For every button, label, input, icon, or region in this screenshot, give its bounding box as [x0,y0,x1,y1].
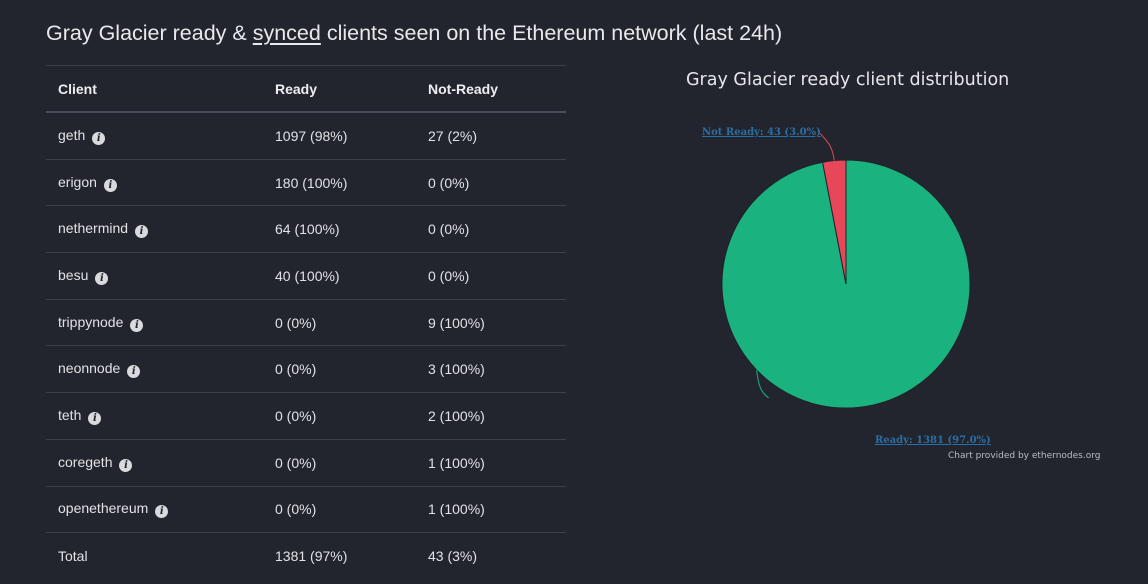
info-icon[interactable]: i [155,505,169,519]
not-ready-cell: 2 (100%) [416,392,566,440]
client-name: coregeth [58,453,113,470]
client-cell: Total [46,533,263,579]
synced-link[interactable]: synced [252,21,321,45]
client-name: neonnode [58,360,121,377]
client-cell: neonnode i [46,345,263,394]
client-cell: trippynode i [46,299,263,347]
pie-chart: Not Ready: 43 (3.0%) Ready: 1381 (97.0%) [702,127,991,446]
client-cell: coregeth i [46,439,263,487]
client-name: nethermind [58,220,129,237]
ready-cell: 0 (0%) [263,439,416,487]
client-name: Total [58,548,88,565]
page-title: Gray Glacier ready & synced clients seen… [46,18,782,48]
client-cell: geth i [46,112,263,160]
not-ready-cell: 27 (2%) [416,112,566,160]
client-cell: openethereum i [46,486,263,534]
ready-cell: 1381 (97%) [275,548,348,565]
ready-cell: 1097 (98%) [263,112,416,160]
info-icon[interactable]: i [92,131,106,145]
info-icon[interactable]: i [88,411,102,425]
client-cell: teth i [46,392,263,440]
table-header-row: Client Ready Not-Ready [46,65,566,113]
table-row: coregeth i 0 (0%) 1 (100%) [46,439,566,487]
label-ready[interactable]: Ready: 1381 (97.0%) [875,435,991,446]
title-prefix: Gray Glacier ready & [46,21,253,45]
not-ready-cell: 9 (100%) [416,299,566,347]
info-icon[interactable]: i [103,178,117,192]
table-row: neonnode i 0 (0%) 3 (100%) [46,345,566,394]
client-cell: erigon i [46,159,263,207]
client-cell: besu i [46,252,263,300]
info-icon[interactable]: i [130,318,144,332]
table-total-row: Total 1381 (97%) 43 (3%) [46,533,566,579]
not-ready-cell: 43 (3%) [428,548,478,565]
ready-cell: 0 (0%) [263,486,416,534]
info-icon[interactable]: i [119,458,133,472]
client-name: besu [58,266,89,283]
not-ready-cell: 3 (100%) [416,345,566,394]
table-row: trippynode i 0 (0%) 9 (100%) [46,299,566,347]
not-ready-cell: 0 (0%) [416,159,566,207]
leader-not-ready [819,133,835,161]
ready-cell: 40 (100%) [263,252,416,300]
ready-cell: 64 (100%) [263,205,416,254]
client-name: geth [58,126,86,143]
chart-credit: Chart provided by ethernodes.org [948,451,1101,461]
not-ready-cell: 1 (100%) [416,439,566,487]
table-row: erigon i 180 (100%) 0 (0%) [46,159,566,207]
info-icon[interactable]: i [127,365,141,379]
info-icon[interactable]: i [135,225,149,239]
ready-cell: 180 (100%) [263,159,416,207]
table-row: besu i 40 (100%) 0 (0%) [46,252,566,300]
chart-title: Gray Glacier ready client distribution [686,70,1010,90]
not-ready-cell: 0 (0%) [416,205,566,254]
ready-cell: 0 (0%) [263,345,416,394]
leader-ready [756,369,769,399]
table-body: geth i 1097 (98%) 27 (2%) erigon i 180 (100%) 0… [46,112,566,579]
not-ready-cell: 0 (0%) [416,252,566,300]
client-name: trippynode [58,313,124,330]
client-name: teth [58,406,82,423]
table-row: teth i 0 (0%) 2 (100%) [46,392,566,440]
title-suffix: clients seen on the Ethereum network (la… [320,21,783,45]
table-row: geth i 1097 (98%) 27 (2%) [46,112,566,160]
table-row: openethereum i 0 (0%) 1 (100%) [46,486,566,534]
info-icon[interactable]: i [95,271,109,285]
client-name: erigon [58,173,97,190]
clients-table: Client Ready Not-Ready geth i 1097 (98%) 27… [46,65,566,579]
ready-cell: 0 (0%) [263,299,416,347]
ready-cell: 0 (0%) [263,392,416,440]
label-not-ready[interactable]: Not Ready: 43 (3.0%) [702,127,821,138]
header-ready: Ready [263,65,416,113]
client-cell: nethermind i [46,205,263,254]
table-row: nethermind i 64 (100%) 0 (0%) [46,205,566,254]
not-ready-cell: 1 (100%) [416,486,566,534]
client-name: openethereum [58,500,149,517]
header-not-ready: Not-Ready [416,65,566,113]
header-client: Client [46,65,263,113]
